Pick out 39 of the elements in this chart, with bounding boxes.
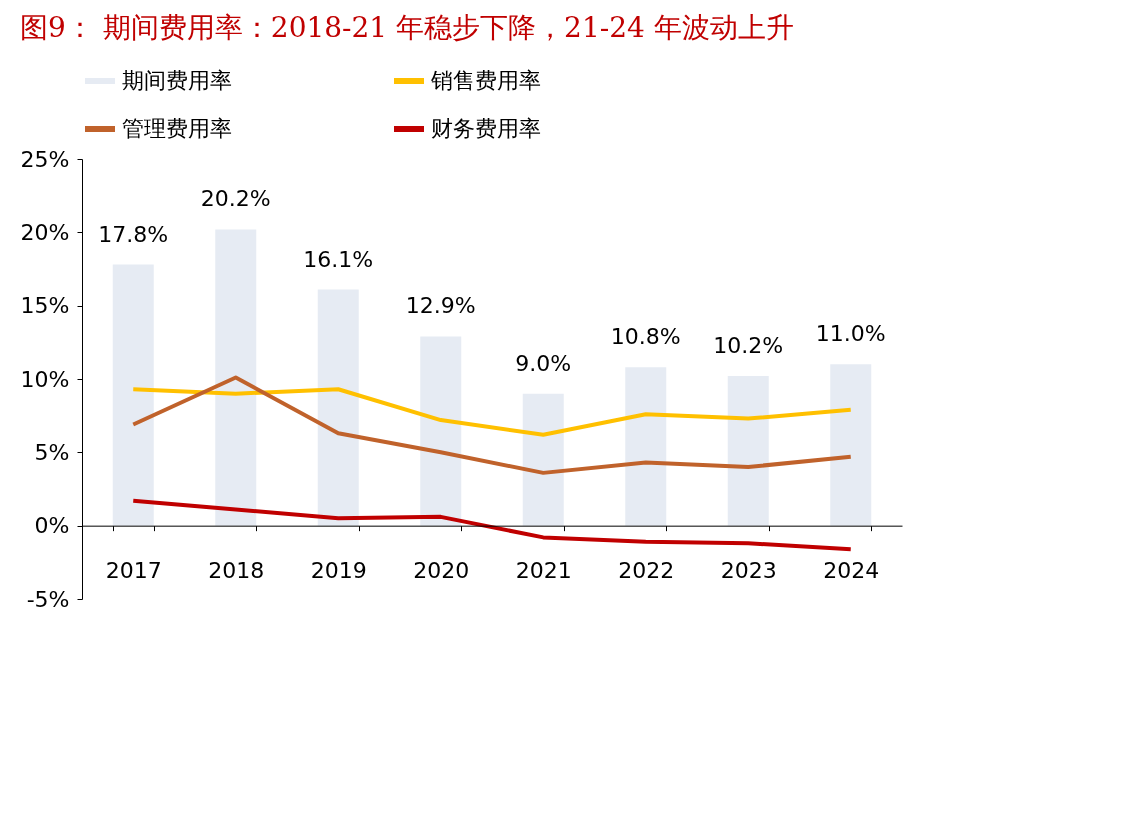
line-series xyxy=(131,387,853,437)
bar xyxy=(625,367,667,526)
legend-label: 管理费用率 xyxy=(122,116,232,141)
x-tick-label: 2018 xyxy=(208,558,265,584)
x-tick-label: 2019 xyxy=(310,558,367,584)
bar xyxy=(317,289,359,526)
bar xyxy=(727,376,769,526)
y-tick-label: 0% xyxy=(34,513,70,539)
x-tick-label: 2023 xyxy=(720,558,777,584)
x-tick-label: 2021 xyxy=(515,558,572,584)
bar xyxy=(112,264,154,526)
data-label: 10.2% xyxy=(713,333,784,359)
data-label: 20.2% xyxy=(200,186,271,212)
line-series xyxy=(131,498,853,552)
bar xyxy=(522,393,564,526)
legend-label: 销售费用率 xyxy=(430,68,541,93)
data-label: 12.9% xyxy=(405,293,476,319)
x-tick-label: 2020 xyxy=(413,558,470,584)
legend-label: 财务费用率 xyxy=(431,116,541,141)
y-tick-label: 25% xyxy=(20,146,70,172)
data-label: 10.8% xyxy=(610,324,681,350)
bar xyxy=(215,229,257,526)
y-tick-label: 20% xyxy=(20,219,70,245)
x-tick-label: 2024 xyxy=(823,558,880,584)
x-tick-label: 2022 xyxy=(618,558,675,584)
data-label: 9.0% xyxy=(515,350,572,376)
bar xyxy=(420,336,462,526)
line-series xyxy=(131,375,853,475)
y-tick-label: 10% xyxy=(20,366,70,392)
y-tick-label: -5% xyxy=(26,586,70,612)
x-tick-label: 2017 xyxy=(105,558,162,584)
y-tick-label: 15% xyxy=(20,293,70,319)
y-tick-label: 5% xyxy=(34,439,70,465)
bar xyxy=(830,364,872,526)
data-label: 11.0% xyxy=(815,321,886,347)
data-label: 17.8% xyxy=(98,221,169,247)
data-label: 16.1% xyxy=(303,246,374,272)
legend-label: 期间费用率 xyxy=(122,68,232,93)
chart-title: 图9： 期间费用率：2018-21 年稳步下降，21-24 年波动上升 xyxy=(20,11,794,44)
